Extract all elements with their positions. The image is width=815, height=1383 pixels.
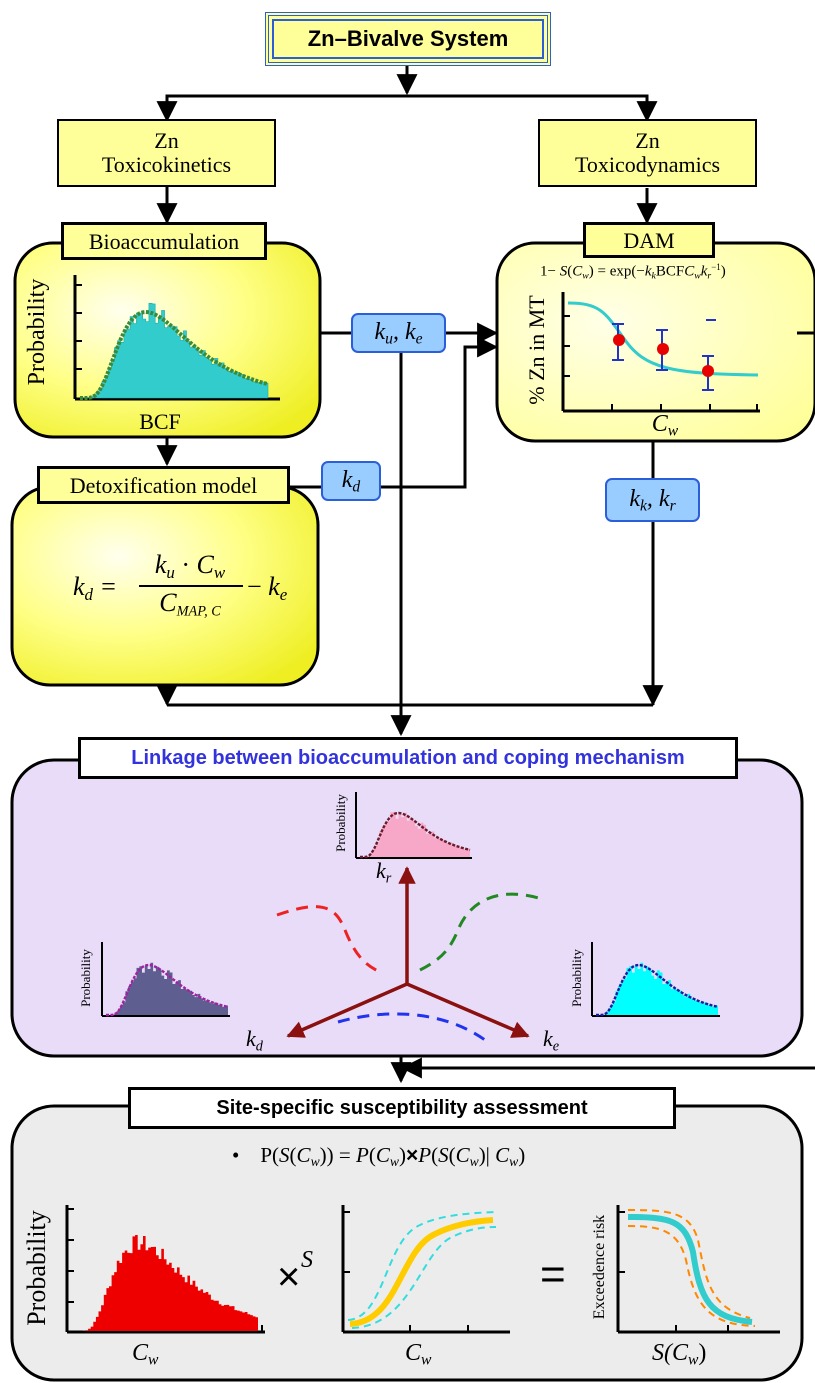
toxicokinetics-line2: Toxicokinetics (101, 152, 232, 177)
kr-label: kr (376, 858, 392, 887)
exceedence-xlabel: S(Cw) (652, 1340, 707, 1369)
kd-param: kd (321, 461, 381, 501)
susceptibility-equation: • P(S(Cw)) = P(Cw)×P(S(Cw)| Cw) (232, 1143, 526, 1170)
dam-label: DAM (583, 222, 715, 258)
toxicokinetics-line1: Zn (154, 128, 179, 153)
dam-formula: 1− S(Cw) = exp(−kkBCFCwkr−1) (540, 262, 726, 282)
times-symbol: × (277, 1255, 301, 1299)
susceptibility-title: Site-specific susceptibility assessment (128, 1087, 676, 1129)
detox-equation: kd = ku · Cw CMAP, C − ke (73, 550, 288, 620)
bcf-histogram (73, 275, 280, 401)
ke-ylabel: Probability (569, 949, 584, 1007)
dam-ylabel: % Zn in MT (524, 295, 549, 405)
kd-histogram (101, 942, 230, 1017)
ke-histogram (591, 942, 720, 1017)
s-ylabel: S (301, 1247, 313, 1273)
linkage-axes (286, 866, 530, 1038)
bcf-xlabel: BCF (139, 409, 181, 434)
kk-kr-param: kk, kr (605, 478, 700, 522)
toxicodynamics-line2: Toxicodynamics (574, 152, 721, 177)
s-xlabel: Cw (405, 1340, 432, 1369)
kr-histogram (355, 792, 472, 859)
cw-ylabel: Probability (22, 1210, 51, 1326)
toxicodynamics-box: Zn Toxicodynamics (538, 119, 757, 187)
system-title: Zn–Bivalve System (265, 12, 551, 66)
exceedence-ylabel: Exceedence risk (591, 1214, 608, 1320)
ke-label: ke (543, 1026, 560, 1055)
exceedence-plot (616, 1205, 780, 1334)
linkage-dashed-curves (276, 892, 546, 1042)
detox-label: Detoxification model (37, 466, 290, 504)
kd-label: kd (246, 1026, 263, 1055)
kr-ylabel: Probability (333, 794, 348, 852)
equals-symbol: = (540, 1250, 566, 1299)
linkage-title: Linkage between bioaccumulation and copi… (78, 737, 738, 779)
bcf-ylabel: Probability (24, 278, 50, 386)
dam-xlabel: Cw (651, 411, 679, 440)
cw-histogram (65, 1205, 265, 1334)
kd-ylabel: Probability (78, 949, 93, 1007)
ku-ke-param: ku, ke (351, 313, 446, 353)
s-curve-plot (341, 1205, 510, 1334)
bioaccumulation-label: Bioaccumulation (61, 222, 267, 260)
toxicokinetics-box: Zn Toxicokinetics (57, 119, 276, 187)
cw-xlabel: Cw (132, 1340, 159, 1369)
toxicodynamics-line1: Zn (635, 128, 660, 153)
dam-plot (561, 292, 760, 413)
